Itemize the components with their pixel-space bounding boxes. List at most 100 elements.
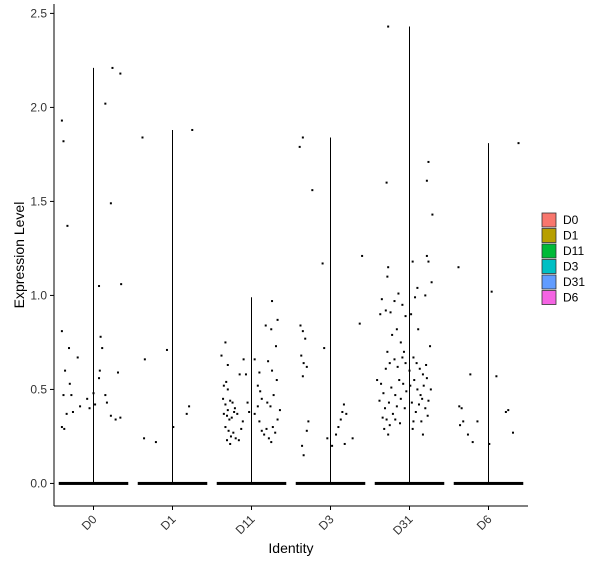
- data-point-D3: [343, 442, 346, 445]
- data-point-D11: [278, 409, 281, 412]
- data-point-D11: [220, 354, 223, 357]
- data-point-D31: [404, 315, 407, 318]
- y-tick-label: 1.0: [30, 288, 47, 302]
- violin-base-D31: [374, 481, 445, 485]
- data-point-D0: [63, 427, 66, 430]
- data-point-D31: [402, 350, 405, 353]
- legend-key-D3: [541, 259, 557, 274]
- data-point-D1: [143, 437, 146, 440]
- data-point-D31: [431, 213, 434, 216]
- data-point-D3: [345, 412, 348, 415]
- data-point-D31: [425, 363, 428, 366]
- data-point-D31: [408, 369, 411, 372]
- data-point-D31: [427, 160, 430, 163]
- data-point-D0: [98, 369, 101, 372]
- data-point-D1: [154, 441, 157, 444]
- data-point-D31: [384, 309, 387, 312]
- data-point-D11: [260, 429, 263, 432]
- data-point-D31: [416, 388, 419, 391]
- data-point-D0: [116, 371, 119, 374]
- y-tick-label: 1.5: [30, 194, 47, 208]
- data-point-D31: [425, 179, 428, 182]
- data-point-D31: [427, 399, 430, 402]
- data-point-D3: [326, 437, 329, 440]
- data-point-D11: [234, 437, 237, 440]
- data-point-D3: [302, 362, 305, 365]
- data-point-D11: [241, 420, 244, 423]
- x-tick-label: D3: [316, 512, 337, 533]
- data-point-D31: [420, 420, 423, 423]
- data-point-D11: [271, 426, 274, 429]
- data-point-D6: [488, 442, 491, 445]
- data-point-D11: [258, 371, 261, 374]
- data-point-D31: [380, 298, 383, 301]
- data-point-D0: [60, 426, 63, 429]
- data-point-D3: [307, 420, 310, 423]
- data-point-D6: [476, 420, 479, 423]
- data-point-D0: [92, 392, 95, 395]
- data-point-D31: [401, 303, 404, 306]
- data-point-D31: [387, 266, 390, 269]
- data-point-D11: [231, 401, 234, 404]
- data-point-D3: [305, 365, 308, 368]
- legend-label-D3: D3: [563, 260, 579, 274]
- data-point-D31: [395, 328, 398, 331]
- data-point-D3: [331, 444, 334, 447]
- data-point-D0: [109, 202, 112, 205]
- data-point-D3: [342, 403, 345, 406]
- data-point-D31: [393, 358, 396, 361]
- data-point-D11: [233, 410, 236, 413]
- data-point-D6: [511, 431, 514, 434]
- data-point-D0: [99, 335, 102, 338]
- data-point-D31: [394, 418, 397, 421]
- data-point-D11: [259, 390, 262, 393]
- data-point-D11: [258, 420, 261, 423]
- data-point-D11: [256, 384, 259, 387]
- data-point-D31: [403, 407, 406, 410]
- data-point-D31: [394, 394, 397, 397]
- data-point-D31: [429, 388, 432, 391]
- data-point-D11: [238, 373, 241, 376]
- data-point-D0: [86, 397, 89, 400]
- data-point-D0: [68, 347, 71, 350]
- data-point-D1: [191, 128, 194, 131]
- data-point-D11: [242, 358, 245, 361]
- data-point-D31: [424, 294, 427, 297]
- data-point-D11: [226, 439, 229, 442]
- data-point-D31: [383, 427, 386, 430]
- data-point-D31: [386, 275, 389, 278]
- data-point-D6: [462, 420, 465, 423]
- data-point-D31: [387, 401, 390, 404]
- data-point-D3: [335, 433, 338, 436]
- data-point-D1: [172, 426, 175, 429]
- data-point-D0: [104, 394, 107, 397]
- data-point-D3: [361, 254, 364, 257]
- x-tick-label: D31: [390, 512, 416, 538]
- data-point-D31: [424, 407, 427, 410]
- data-point-D31: [399, 341, 402, 344]
- data-point-D0: [104, 102, 107, 105]
- data-point-D0: [68, 382, 71, 385]
- data-point-D0: [70, 394, 73, 397]
- data-point-D0: [66, 224, 69, 227]
- data-point-D0: [114, 418, 117, 421]
- data-point-D11: [263, 433, 266, 436]
- data-point-D3: [304, 337, 307, 340]
- data-point-D11: [256, 405, 259, 408]
- y-tick-label: 0.5: [30, 382, 47, 396]
- data-point-D0: [79, 405, 82, 408]
- data-point-D11: [271, 300, 274, 303]
- data-point-D11: [267, 437, 270, 440]
- data-point-D11: [237, 439, 240, 442]
- data-point-D6: [471, 441, 474, 444]
- data-point-D31: [413, 379, 416, 382]
- data-point-D1: [188, 405, 191, 408]
- data-point-D11: [232, 431, 235, 434]
- data-point-D11: [222, 397, 225, 400]
- data-point-D0: [105, 401, 108, 404]
- data-point-D31: [396, 365, 399, 368]
- data-point-D31: [416, 286, 419, 289]
- data-point-D31: [398, 379, 401, 382]
- data-point-D6: [504, 410, 507, 413]
